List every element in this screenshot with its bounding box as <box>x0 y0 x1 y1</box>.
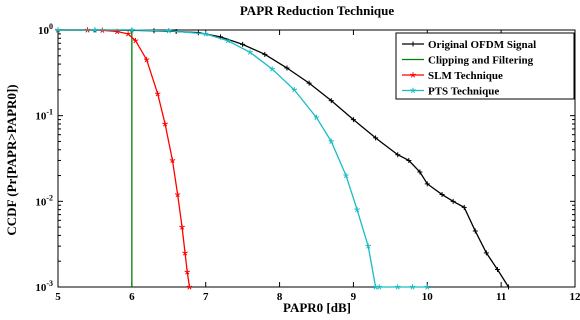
y-tick-exponent: -3 <box>46 279 53 288</box>
series-point-3 <box>225 37 231 44</box>
series-line-1 <box>58 29 133 287</box>
y-tick-label: 10-3 <box>35 279 53 294</box>
series-point-2 <box>132 37 139 44</box>
legend-marker <box>410 72 416 78</box>
series-point-2 <box>179 224 185 230</box>
series-point-0 <box>406 157 412 163</box>
legend-marker <box>410 87 416 94</box>
y-tick-base: 10 <box>38 25 50 37</box>
series-point-2 <box>174 191 181 198</box>
series-point-3 <box>343 172 349 179</box>
series-point-2 <box>169 157 176 164</box>
series-point-3 <box>165 27 172 34</box>
x-tick-label: 10 <box>422 291 434 303</box>
series-point-0 <box>240 41 246 47</box>
series-point-3 <box>92 27 98 33</box>
series-point-0 <box>450 198 456 204</box>
x-tick-label: 12 <box>570 291 580 303</box>
series-point-0 <box>483 250 489 256</box>
y-tick-exponent: -1 <box>46 108 53 117</box>
series-line-3 <box>58 29 428 288</box>
y-tick-exponent: -2 <box>46 193 53 202</box>
series-point-0 <box>439 192 445 198</box>
x-tick-label: 7 <box>203 291 209 303</box>
series-point-0 <box>350 117 356 123</box>
x-tick-label: 5 <box>55 291 61 303</box>
x-tick-label: 8 <box>277 291 283 303</box>
y-tick-exponent: 0 <box>49 22 53 31</box>
legend-entry-label: PTS Technique <box>428 86 499 98</box>
legend: Original OFDM Signal Clipping and Filteri… <box>395 32 575 100</box>
series-point-3 <box>313 114 320 121</box>
legend-entry-label: Original OFDM Signal <box>428 39 536 51</box>
series-point-3 <box>424 284 431 290</box>
series-point-0 <box>306 80 312 86</box>
legend-marker <box>410 41 416 47</box>
series-point-2 <box>184 269 191 275</box>
series-point-0 <box>328 98 334 104</box>
series-point-3 <box>394 284 401 290</box>
series-point-0 <box>472 228 478 234</box>
series-point-2 <box>182 250 188 256</box>
series-point-3 <box>269 66 276 72</box>
series-point-3 <box>354 206 360 213</box>
y-tick-label: 10-1 <box>35 108 53 123</box>
series-point-0 <box>284 65 290 71</box>
series-point-3 <box>55 27 61 33</box>
series-point-2 <box>162 121 168 127</box>
x-tick-label: 11 <box>496 291 506 303</box>
series-point-0 <box>417 169 423 175</box>
y-tick-base: 10 <box>35 111 47 123</box>
series-point-0 <box>461 204 467 210</box>
series-point-2 <box>125 31 131 37</box>
plot-frame <box>57 29 576 288</box>
series-line-2 <box>58 29 191 288</box>
series-point-2 <box>154 90 161 97</box>
y-tick-base: 10 <box>35 282 47 294</box>
series-point-0 <box>373 135 379 141</box>
series-point-3 <box>202 31 209 37</box>
y-tick-label: 100 <box>38 22 53 37</box>
legend-entry-label: SLM Technique <box>428 70 503 82</box>
x-axis-label: PAPR0 [dB] <box>283 300 351 315</box>
chart-title: PAPR Reduction Technique <box>240 3 395 18</box>
series-point-0 <box>424 181 430 187</box>
series-point-3 <box>409 284 416 290</box>
y-axis-label: CCDF (Pr[PAPR>PAPR0]) <box>4 84 19 235</box>
series-point-3 <box>376 284 383 290</box>
series-point-3 <box>365 243 372 249</box>
series-point-3 <box>129 27 135 33</box>
series-point-3 <box>247 49 253 55</box>
series-point-0 <box>262 51 268 57</box>
y-tick-label: 10-2 <box>35 193 53 208</box>
legend-entry-label: Clipping and Filtering <box>428 55 534 67</box>
series-point-2 <box>143 56 150 63</box>
x-tick-label: 9 <box>351 291 357 303</box>
series-point-0 <box>395 152 401 158</box>
series-point-0 <box>494 267 500 273</box>
legend-box <box>395 32 575 100</box>
series-point-0 <box>506 284 512 290</box>
x-tick-label: 6 <box>129 291 135 303</box>
y-tick-base: 10 <box>35 196 47 208</box>
series-point-3 <box>328 138 335 145</box>
series-point-2 <box>186 284 193 290</box>
series-point-3 <box>291 87 298 93</box>
